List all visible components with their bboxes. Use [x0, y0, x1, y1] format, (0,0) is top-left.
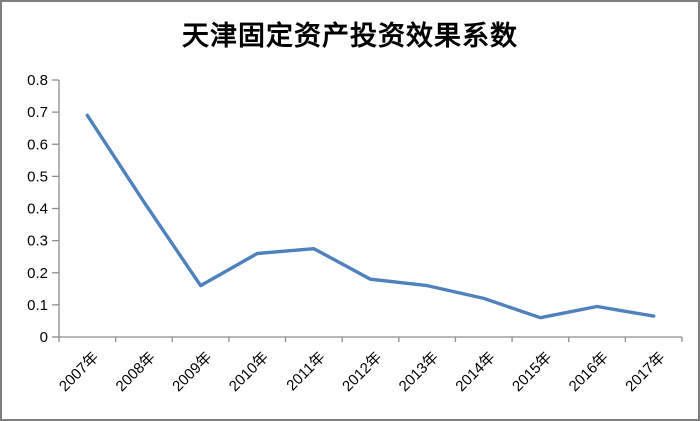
- y-tick-label: 0.3: [27, 233, 48, 250]
- y-tick-label: 0.7: [27, 104, 48, 121]
- x-tick-label: 2017年: [622, 349, 668, 395]
- x-tick-label: 2014年: [452, 349, 498, 395]
- x-tick-label: 2015年: [509, 349, 555, 395]
- x-tick-label: 2009年: [169, 349, 215, 395]
- x-tick-label: 2011年: [283, 349, 328, 394]
- x-tick-label: 2007年: [56, 349, 102, 395]
- y-tick-label: 0.8: [27, 72, 48, 89]
- x-tick-label: 2010年: [226, 349, 272, 395]
- y-tick-label: 0.1: [27, 297, 48, 314]
- data-line: [85, 113, 656, 320]
- x-tick-label: 2013年: [396, 349, 442, 395]
- y-tick-label: 0.4: [27, 201, 48, 218]
- x-tick-label: 2016年: [566, 349, 612, 395]
- x-tick-label: 2008年: [113, 349, 159, 395]
- y-tick-label: 0.2: [27, 265, 48, 282]
- y-tick-label: 0.6: [27, 136, 48, 153]
- y-tick-label: 0.5: [27, 168, 48, 185]
- x-tick-label: 2012年: [339, 349, 385, 395]
- y-tick-label: 0: [40, 329, 48, 346]
